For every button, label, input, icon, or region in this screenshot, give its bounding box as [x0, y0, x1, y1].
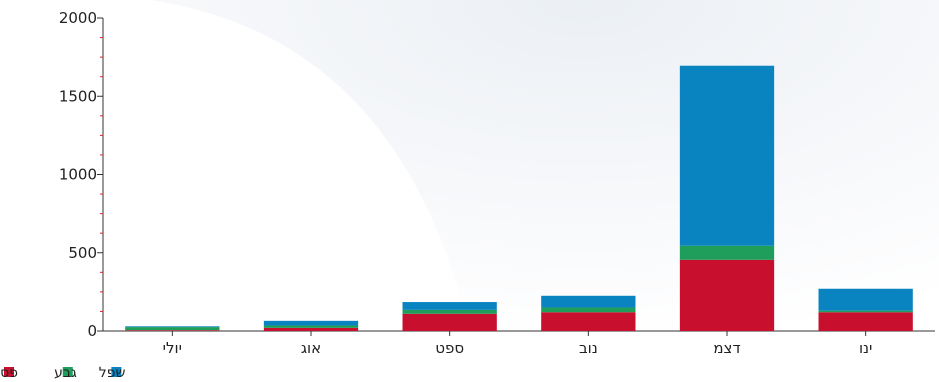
bar-segment-3: [818, 288, 913, 311]
bar-segment-2: [541, 307, 636, 313]
bar-segment-3: [541, 295, 636, 308]
x-tick-label: אוג: [301, 339, 321, 357]
bar-segment-1: [818, 312, 913, 331]
bar-segment-2: [818, 310, 913, 313]
axis-labels: 0 500 1000 1500 2000 יולי אוג ספט נוב דצמ ינו: [59, 9, 873, 357]
bars: [125, 65, 913, 331]
y-tick-label: 2000: [59, 9, 97, 27]
legend-label: פסגה: [0, 365, 18, 381]
legend: פסגה גבע שפל: [0, 365, 125, 381]
legend-swatch: [4, 367, 14, 377]
x-tick-label: ספט: [435, 339, 464, 357]
y-tick-label: 1500: [59, 87, 97, 105]
x-tick-label: ינו: [859, 339, 872, 357]
bar-segment-2: [679, 245, 775, 260]
legend-label: גבע: [54, 365, 77, 381]
x-tick-label: יולי: [163, 339, 182, 357]
y-tick-label: 1000: [59, 166, 97, 184]
bar-segment-3: [263, 320, 359, 326]
y-tick-label: 500: [68, 244, 97, 262]
bar-segment-3: [402, 302, 497, 310]
x-tick-label: נוב: [579, 339, 598, 357]
bar-segment-3: [679, 65, 775, 246]
bar-segment-1: [263, 327, 359, 331]
bar-segment-1: [402, 313, 497, 331]
x-tick-label: דצמ: [713, 339, 740, 357]
legend-label: שפל: [99, 365, 126, 381]
bar-segment-3: [125, 326, 220, 328]
bar-segment-1: [679, 259, 775, 331]
bar-segment-1: [125, 330, 220, 331]
axes: [97, 17, 935, 336]
bar-segment-2: [402, 309, 497, 314]
legend-item: פסגה: [0, 365, 18, 381]
bar-segment-2: [263, 325, 359, 328]
legend-item: גבע: [54, 365, 77, 381]
legend-swatch: [62, 367, 73, 377]
legend-item: שפל: [99, 365, 126, 381]
bar-segment-1: [541, 312, 636, 331]
y-tick-label: 0: [87, 322, 97, 340]
bar-segment-2: [125, 327, 220, 331]
legend-swatch: [111, 367, 122, 377]
